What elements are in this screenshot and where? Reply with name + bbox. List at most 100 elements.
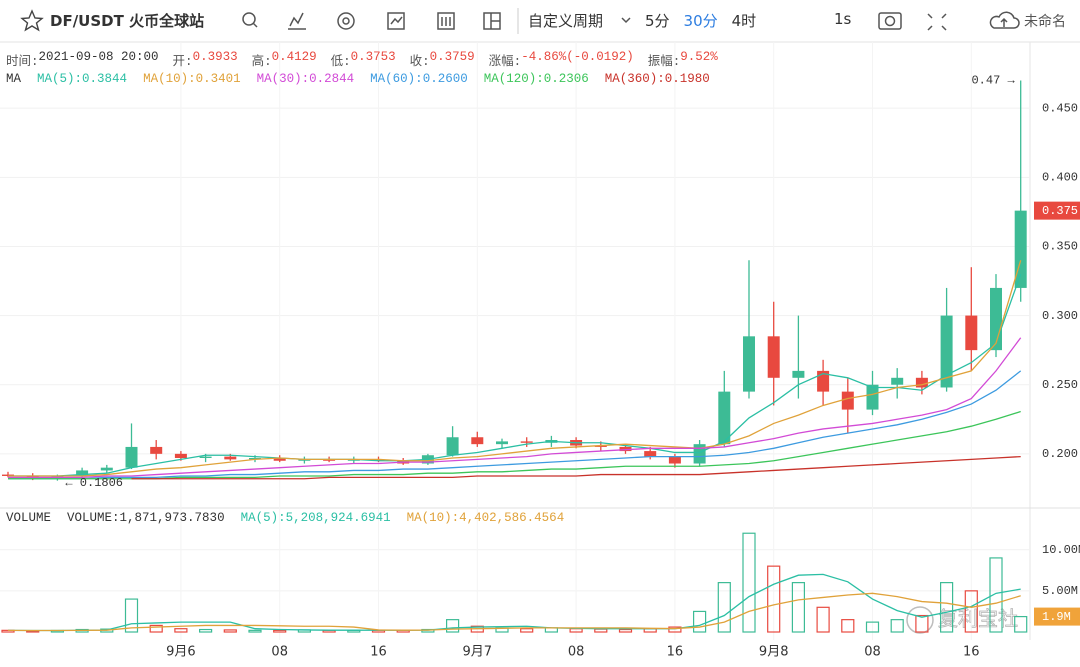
volume-bar bbox=[915, 614, 929, 633]
candle-body bbox=[594, 445, 607, 447]
info-item: 低: 0.3753 bbox=[331, 50, 396, 69]
candle-body bbox=[150, 446, 163, 454]
ma-legend: MAMA(5)0.3844MA(10)0.3401MA(30)0.2844MA(… bbox=[6, 72, 710, 86]
volume-bar bbox=[767, 565, 781, 633]
volume-bar bbox=[964, 590, 978, 633]
legend-value: 0.3844 bbox=[82, 72, 128, 86]
info-label: 高: bbox=[251, 55, 272, 69]
interval[interactable]: 30分 bbox=[683, 12, 718, 30]
candle-body bbox=[619, 446, 632, 452]
indicator-label[interactable]: VOLUME bbox=[6, 511, 52, 525]
volume-legend: VOLUMEVOLUME1,871,973.7830MA(5)5,208,924… bbox=[6, 511, 564, 525]
candle-body bbox=[446, 437, 459, 456]
candle-body bbox=[990, 287, 1002, 351]
legend-name: VOLUME bbox=[67, 511, 120, 525]
volume-bar bbox=[199, 628, 213, 633]
volume-bar bbox=[124, 598, 139, 633]
ma-line bbox=[131, 455, 1021, 480]
info-item: 时间: 2021-09-08 20:00 bbox=[6, 50, 159, 69]
candle-body bbox=[644, 451, 657, 457]
high-annotation: 0.47 → bbox=[971, 74, 1015, 88]
candle-body bbox=[125, 446, 138, 468]
last-price-label: 0.375 bbox=[1042, 204, 1078, 218]
ma-line bbox=[8, 273, 1022, 477]
volume-bar bbox=[692, 610, 707, 633]
volume-bar bbox=[939, 582, 954, 633]
interval[interactable]: 5分 bbox=[645, 12, 670, 30]
symbol[interactable]: DF/USDT 火币全球站 bbox=[50, 12, 205, 30]
ma-line bbox=[8, 260, 1022, 477]
x-tick-label: 16 bbox=[667, 645, 684, 660]
account[interactable]: 未命名 bbox=[1024, 14, 1066, 30]
info-label: 振幅: bbox=[647, 55, 681, 69]
info-label: 时间: bbox=[6, 55, 39, 69]
intervals: 5分 30分 4时 bbox=[645, 10, 756, 31]
interval[interactable]: 4时 bbox=[731, 12, 757, 30]
speed[interactable]: 1s bbox=[834, 10, 852, 28]
legend-name: MA(10) bbox=[407, 511, 460, 525]
template-icon[interactable] bbox=[437, 12, 455, 30]
watermark-text: 复利宝社 bbox=[938, 607, 1018, 631]
x-tick-label: 9月7 bbox=[463, 645, 493, 660]
legend-name: MA(10) bbox=[143, 72, 196, 86]
info-label: 收: bbox=[409, 55, 430, 69]
x-tick-label: 16 bbox=[963, 645, 980, 660]
candle-body bbox=[693, 444, 706, 464]
y-tick-label: 0.400 bbox=[1042, 170, 1078, 184]
legend-name: MA(360) bbox=[605, 72, 665, 86]
screenshot-icon[interactable] bbox=[878, 12, 902, 30]
info-value: 0.3759 bbox=[429, 50, 475, 64]
info-value: 0.3753 bbox=[350, 50, 396, 64]
volume-bar bbox=[149, 624, 163, 633]
candle-body bbox=[100, 467, 113, 471]
y-tick-label: 0.450 bbox=[1042, 101, 1078, 115]
volume-bar bbox=[520, 628, 534, 633]
volume-bar bbox=[717, 582, 731, 633]
info-item: 涨幅: -4.86%(-0.0192) bbox=[489, 50, 634, 69]
info-label: 开: bbox=[172, 55, 193, 69]
volume-bar bbox=[841, 619, 855, 633]
volume-bar bbox=[223, 629, 237, 633]
indicator-icon[interactable] bbox=[288, 12, 306, 30]
volume-bar bbox=[865, 621, 880, 633]
watermark: 复利宝社 bbox=[906, 606, 1018, 634]
chart-type-icon[interactable] bbox=[387, 12, 405, 30]
volume-bar bbox=[742, 532, 756, 633]
fullscreen-icon[interactable] bbox=[927, 13, 947, 31]
legend-name: MA(120) bbox=[484, 72, 544, 86]
legend-item: MA(10)0.3401 bbox=[143, 72, 241, 86]
indicator-label[interactable]: MA bbox=[6, 72, 22, 86]
info-item: 收: 0.3759 bbox=[410, 50, 475, 69]
y-tick-label: 0.350 bbox=[1042, 240, 1078, 254]
volume-bar bbox=[273, 629, 287, 633]
info-item: 开: 0.3933 bbox=[173, 50, 238, 69]
legend-item: MA(30)0.2844 bbox=[257, 72, 355, 86]
candle-body bbox=[891, 377, 904, 385]
y-tick-label: 0.250 bbox=[1042, 378, 1078, 392]
candle-body bbox=[323, 459, 336, 461]
cloud-icon[interactable] bbox=[989, 11, 1020, 29]
candle-body bbox=[915, 377, 928, 388]
info-label: 涨幅: bbox=[488, 55, 522, 69]
period-menu[interactable]: 自定义周期 bbox=[528, 12, 604, 30]
search-icon[interactable] bbox=[242, 12, 256, 26]
favorite-icon[interactable] bbox=[20, 9, 44, 32]
x-tick-label: 08 bbox=[271, 645, 288, 660]
candle-body bbox=[298, 459, 311, 461]
candle-body bbox=[26, 475, 39, 478]
volume-bar bbox=[668, 626, 682, 633]
candle-body bbox=[940, 315, 953, 388]
candle-body bbox=[372, 459, 385, 461]
volume-bar bbox=[1014, 615, 1028, 633]
info-value: 0.4129 bbox=[271, 50, 317, 64]
volume-bar bbox=[890, 619, 904, 633]
candle-body bbox=[76, 470, 89, 476]
ma-line bbox=[8, 337, 1022, 478]
last-price-tag bbox=[1034, 201, 1080, 220]
volume-bar bbox=[989, 557, 1003, 633]
legend-item: MA(5)5,208,924.6941 bbox=[241, 511, 391, 525]
ma-line bbox=[8, 370, 1022, 480]
settings-icon[interactable] bbox=[337, 12, 355, 30]
candle-body bbox=[224, 456, 237, 460]
